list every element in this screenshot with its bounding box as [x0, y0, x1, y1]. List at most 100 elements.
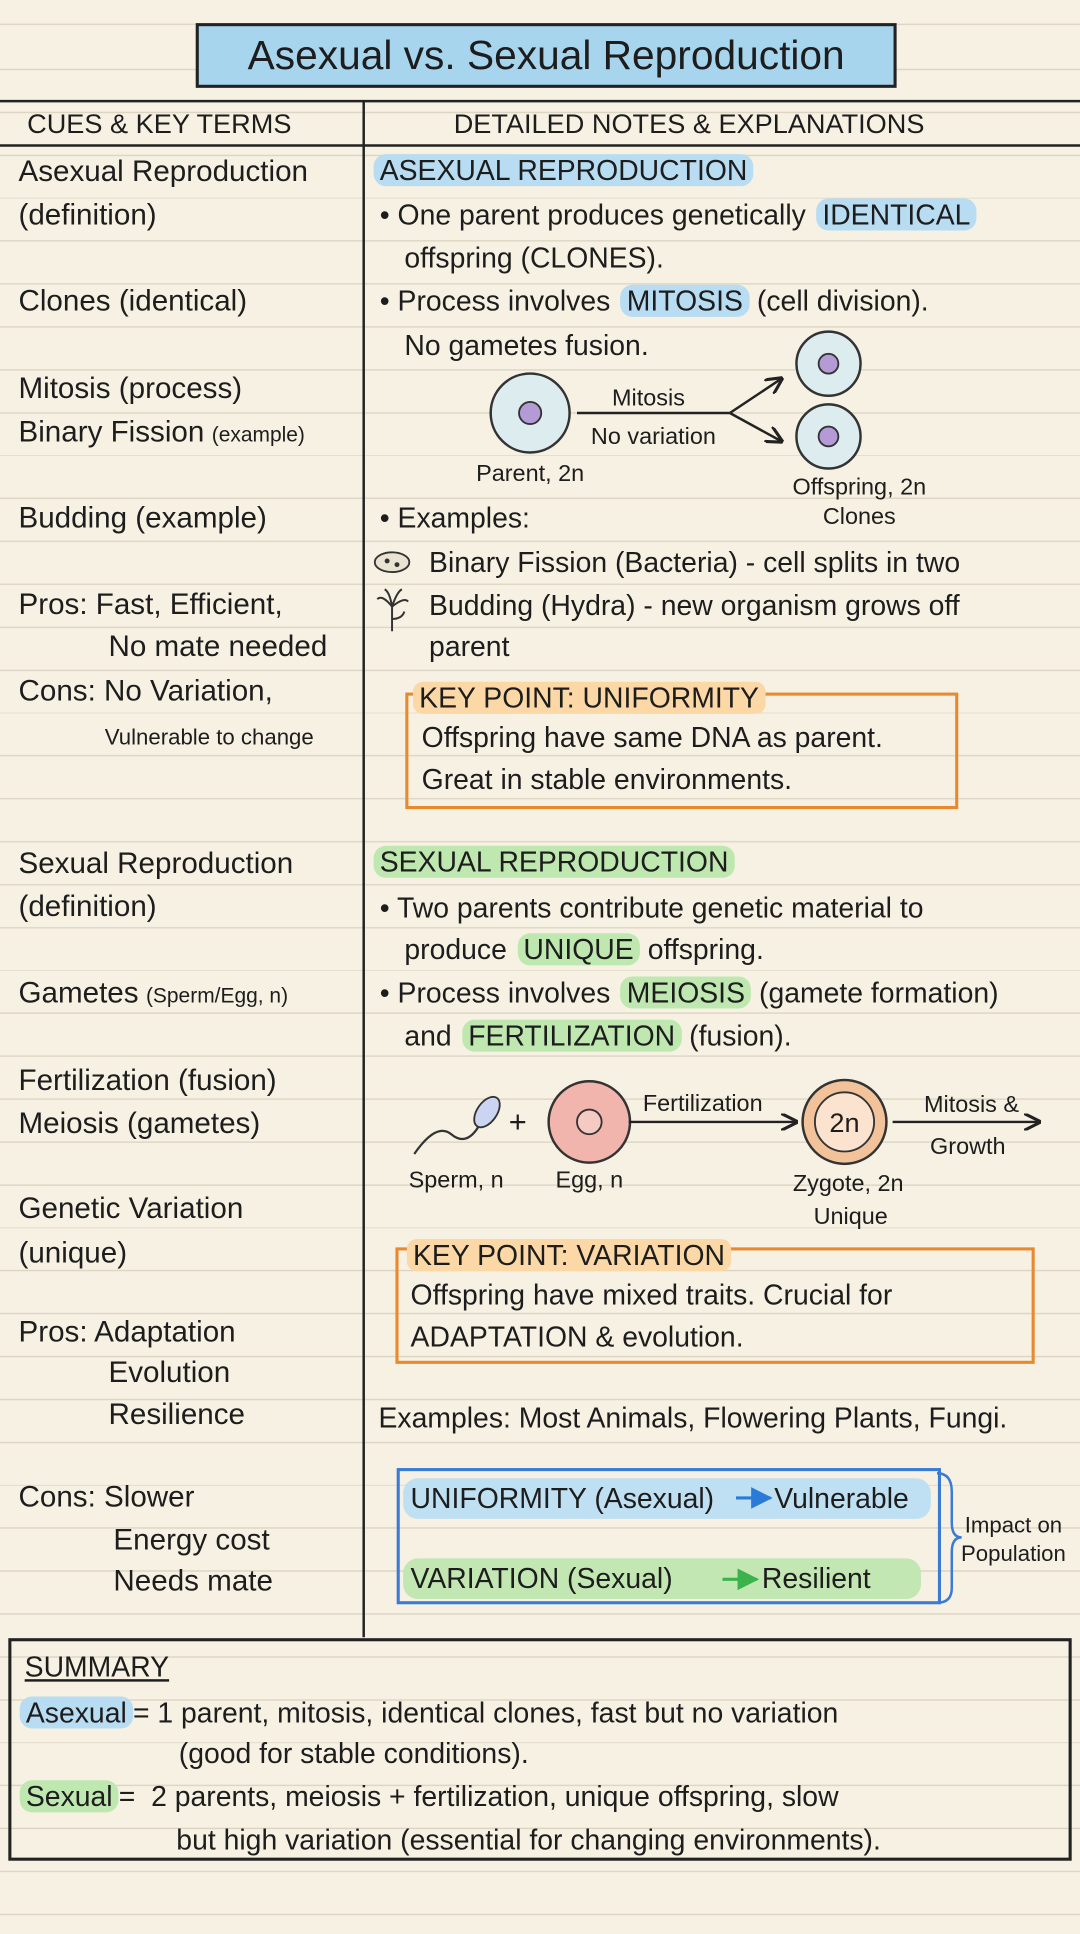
text: No gametes fusion. [404, 329, 649, 362]
text: Offspring, 2n [792, 474, 927, 501]
text: (fusion). [681, 1019, 792, 1052]
text: VARIATION (Sexual) [410, 1562, 673, 1595]
text-line: and FERTILIZATION (fusion). [404, 1017, 792, 1054]
text: No mate needed [108, 630, 328, 664]
text: Vulnerable [774, 1481, 909, 1514]
text: Fertilization [642, 1091, 763, 1117]
text: but high variation (essential for changi… [176, 1823, 881, 1856]
text-line: Impact on [965, 1504, 1062, 1541]
text-line: + [509, 1103, 527, 1140]
text-line: but high variation (essential for changi… [176, 1821, 881, 1858]
text-line: • Process involves MEIOSIS (gamete forma… [380, 974, 999, 1011]
text: Impact on [964, 1512, 1063, 1538]
text-line: • Two parents contribute genetic materia… [380, 889, 924, 926]
text-line: Offspring have same DNA as parent. [422, 719, 883, 756]
text: Fertilization (fusion) [18, 1063, 277, 1098]
text: • Two parents contribute genetic materia… [379, 891, 924, 924]
sperm-head [473, 1095, 501, 1129]
text-line: Budding (example) [18, 499, 266, 536]
text-line: Meiosis (gametes) [18, 1105, 260, 1142]
text: + [508, 1104, 527, 1140]
row-highlight [403, 1558, 921, 1600]
text: Budding (Hydra) - new organism grows off [429, 589, 960, 622]
text: (example) [211, 422, 305, 447]
text: No variation [590, 424, 716, 451]
text-line: Egg, n [555, 1159, 623, 1196]
text-line: Examples: Most Animals, Flowering Plants… [378, 1399, 1007, 1436]
impact-box [396, 1468, 941, 1605]
text-line: Pros: Fast, Efficient, [18, 586, 282, 623]
text: Great in stable environments. [421, 763, 793, 796]
text-line: Resilience [108, 1396, 245, 1433]
text-line: (good for stable conditions). [179, 1735, 529, 1772]
text-line: KEY POINT: UNIFORMITY [413, 679, 766, 716]
text-line: Needs mate [113, 1562, 273, 1599]
title-box [195, 23, 897, 88]
text: (good for stable conditions). [178, 1737, 529, 1770]
text: = 2 parents, meiosis + fertilization, un… [118, 1780, 839, 1813]
text-line: Binary Fission (example) [18, 413, 304, 450]
text-line: No gametes fusion. [404, 327, 648, 364]
text: (Sperm/Egg, n) [145, 983, 289, 1008]
brace [936, 1472, 962, 1604]
text: offspring (CLONES). [404, 241, 664, 274]
text-line: Asexual Reproduction [18, 153, 307, 190]
text: Asexual Reproduction [18, 155, 308, 189]
text: Asexual [19, 1696, 133, 1729]
text-line: Offspring have mixed traits. Crucial for [411, 1276, 893, 1313]
text: Egg, n [555, 1167, 624, 1194]
text-line: Offspring, 2n [792, 466, 926, 503]
text: 2n [829, 1107, 860, 1138]
text: Examples: Most Animals, Flowering Plants… [378, 1401, 1008, 1434]
text-line: SUMMARY [25, 1648, 169, 1685]
text: Clones (identical) [18, 284, 248, 319]
text-line: Sexual = 2 parents, meiosis + fertilizati… [19, 1778, 839, 1815]
text: CUES & KEY TERMS [27, 108, 292, 140]
text: Clones [822, 504, 896, 531]
text: Mitosis [612, 385, 685, 412]
text: Sexual Reproduction [18, 846, 294, 881]
text-line: ADAPTATION & evolution. [411, 1318, 744, 1355]
text-line: offspring (CLONES). [404, 239, 664, 276]
text-line: (unique) [18, 1234, 127, 1271]
text: Sperm, n [408, 1167, 504, 1194]
bacteria-icon [373, 551, 411, 573]
text: parent [429, 630, 510, 663]
arrow [729, 378, 782, 415]
text: and [404, 1019, 460, 1052]
text: Binary Fission (Bacteria) - cell splits … [429, 546, 961, 579]
nucleus [576, 1108, 603, 1136]
text-line: Mitosis & [924, 1084, 1019, 1121]
text-line: Sexual Reproduction [18, 845, 293, 882]
text: offspring. [639, 933, 764, 966]
text-line: Genetic Variation [18, 1190, 243, 1227]
summary-box [8, 1638, 1072, 1861]
text-line: 2n [829, 1103, 859, 1140]
text: ASEXUAL REPRODUCTION [373, 154, 754, 187]
text: Parent, 2n [476, 461, 585, 487]
bacteria-dot [384, 558, 390, 564]
text-line: Great in stable environments. [422, 761, 792, 798]
text-line: Energy cost [113, 1521, 269, 1558]
text-line: Evolution [108, 1354, 230, 1391]
text-line: Cons: No Variation, [18, 672, 272, 709]
text-line: Fertilization [643, 1082, 763, 1119]
text-line: • Process involves MITOSIS (cell divisio… [380, 282, 929, 319]
text: • Examples: [379, 501, 530, 534]
text-line: Pros: Adaptation [18, 1313, 235, 1350]
text-line: Clones [823, 496, 896, 533]
nucleus [817, 352, 840, 375]
nucleus [518, 400, 543, 426]
text-line: (definition) [18, 196, 156, 233]
text-line: CUES & KEY TERMS [27, 105, 291, 142]
text-line: Vulnerable [774, 1479, 909, 1516]
text: ADAPTATION & evolution. [410, 1320, 744, 1353]
text-line: Growth [930, 1126, 1006, 1163]
text: produce [404, 933, 515, 966]
text: Genetic Variation [18, 1192, 244, 1226]
text-line: SEXUAL REPRODUCTION [373, 843, 735, 880]
text-line: No variation [591, 415, 716, 452]
text: Evolution [108, 1356, 231, 1390]
